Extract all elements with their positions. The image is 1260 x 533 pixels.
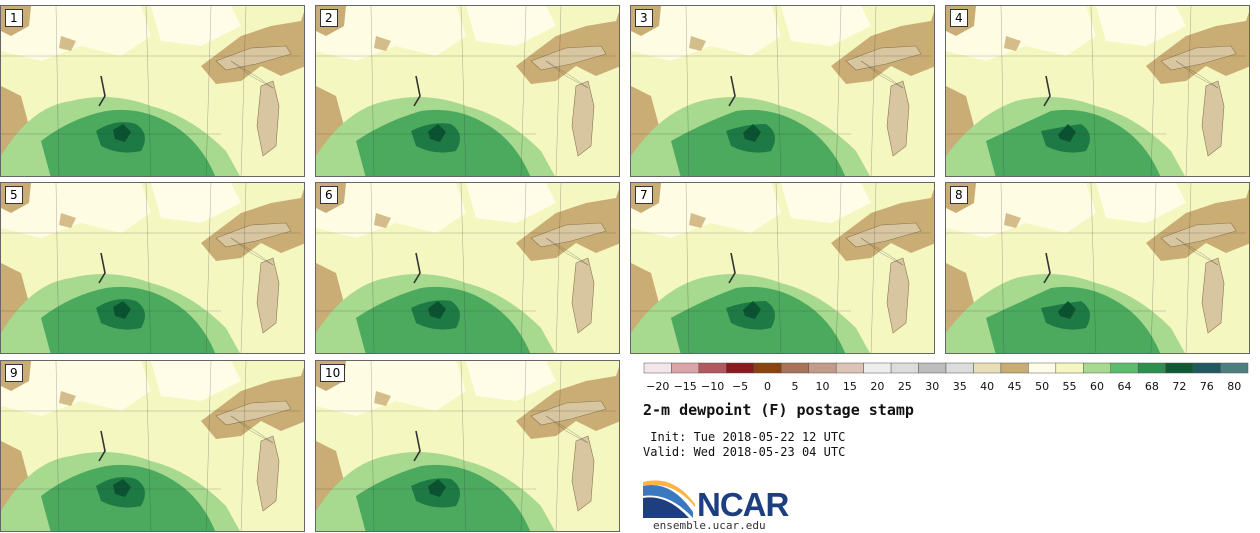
ncar-logo-icon xyxy=(643,480,695,518)
map-panel: 10 xyxy=(315,360,620,532)
chart-title: 2-m dewpoint (F) postage stamp xyxy=(643,401,914,419)
panel-label: 10 xyxy=(320,364,346,382)
colorbar-tick-label: 30 xyxy=(925,380,940,393)
colorbar-segment xyxy=(781,362,809,374)
colorbar-segment xyxy=(1220,362,1249,374)
colorbar-tick-label: 80 xyxy=(1227,380,1242,393)
colorbar-segment xyxy=(835,362,864,374)
map-panel: 6 xyxy=(315,182,620,354)
map-panel: 5 xyxy=(0,182,305,354)
colorbar-tick-label: −15 xyxy=(673,380,697,393)
colorbar-tick-label: 5 xyxy=(791,380,799,393)
colorbar-segment xyxy=(643,362,672,374)
panel-label: 1 xyxy=(5,9,23,27)
colorbar-tick-label: 60 xyxy=(1090,380,1104,393)
map-panel: 9 xyxy=(0,360,305,532)
colorbar-segment xyxy=(726,362,755,374)
panel-label: 5 xyxy=(5,186,23,204)
colorbar-tick-label: 76 xyxy=(1199,380,1214,393)
colorbar-tick-label: 35 xyxy=(952,380,967,393)
colorbar-segment xyxy=(973,362,1002,374)
colorbar-tick-label: 68 xyxy=(1144,380,1159,393)
colorbar-segment xyxy=(1083,362,1111,374)
colorbar-segment xyxy=(1000,362,1029,374)
init-time: Init: Tue 2018-05-22 12 UTC xyxy=(643,430,846,444)
colorbar-segment xyxy=(753,362,782,374)
colorbar-tick-label: 0 xyxy=(764,380,772,393)
colorbar-segment xyxy=(671,362,700,374)
map-panel: 8 xyxy=(945,182,1250,354)
colorbar-tick-label: 15 xyxy=(842,380,857,393)
ncar-logo-text: NCAR xyxy=(697,486,789,523)
map-panel: 7 xyxy=(630,182,935,354)
colorbar xyxy=(643,362,1249,374)
colorbar-tick-label: 20 xyxy=(870,380,885,393)
colorbar-segment xyxy=(945,362,974,374)
colorbar-segment xyxy=(1055,362,1084,374)
colorbar-tick-label: 45 xyxy=(1007,380,1022,393)
panel-label: 3 xyxy=(635,9,653,27)
panel-label: 4 xyxy=(950,9,968,27)
colorbar-tick-label: −5 xyxy=(731,380,749,393)
panel-label: 6 xyxy=(320,186,338,204)
colorbar-tick-label: 10 xyxy=(815,380,830,393)
colorbar-segment xyxy=(698,362,727,374)
colorbar-tick-label: 25 xyxy=(897,380,912,393)
map-panel: 3 xyxy=(630,5,935,177)
panel-label: 7 xyxy=(635,186,653,204)
colorbar-tick-label: −20 xyxy=(646,380,670,393)
colorbar-segment xyxy=(808,362,837,374)
valid-time: Valid: Wed 2018-05-23 04 UTC xyxy=(643,445,846,459)
map-panel: 4 xyxy=(945,5,1250,177)
panel-label: 9 xyxy=(5,364,23,382)
colorbar-segment xyxy=(863,362,892,374)
colorbar-tick-label: −10 xyxy=(701,380,725,393)
map-panel: 1 xyxy=(0,5,305,177)
colorbar-segment xyxy=(918,362,947,374)
map-panel: 2 xyxy=(315,5,620,177)
colorbar-tick-label: 72 xyxy=(1172,380,1187,393)
colorbar-segment xyxy=(1192,362,1221,374)
panel-label: 8 xyxy=(950,186,968,204)
colorbar-tick-label: 40 xyxy=(980,380,995,393)
colorbar-tick-label: 50 xyxy=(1035,380,1050,393)
colorbar-segment xyxy=(1028,362,1057,374)
colorbar-segment xyxy=(1110,362,1139,374)
colorbar-tick-label: 64 xyxy=(1117,380,1132,393)
website-url: ensemble.ucar.edu xyxy=(653,519,766,532)
colorbar-segment xyxy=(890,362,919,374)
colorbar-segment xyxy=(1165,362,1194,374)
colorbar-tick-label: 55 xyxy=(1062,380,1077,393)
panel-label: 2 xyxy=(320,9,338,27)
colorbar-segment xyxy=(1137,362,1166,374)
